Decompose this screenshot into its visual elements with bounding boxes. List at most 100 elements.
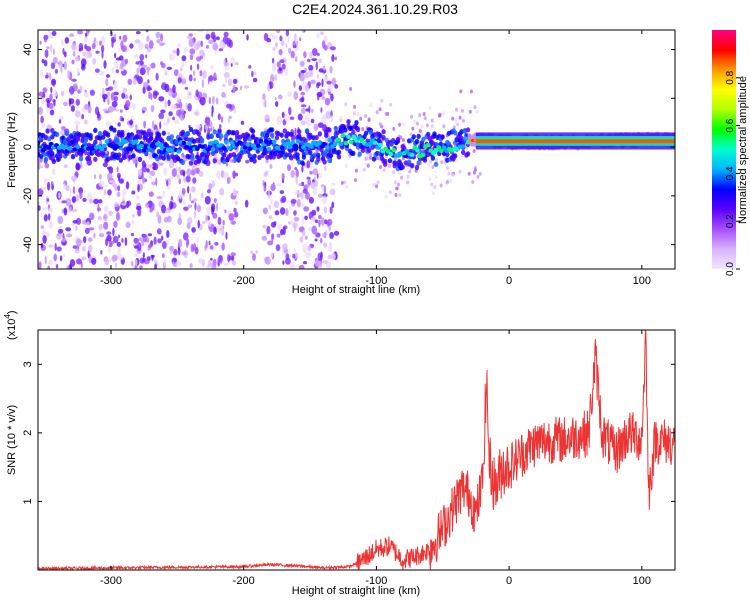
spectrogram-cell — [102, 108, 109, 112]
spectrogram-cell — [64, 130, 69, 137]
spectrogram-cell — [335, 137, 341, 142]
spectrogram-cell — [53, 48, 55, 56]
spectrogram-cell — [74, 248, 80, 254]
spectrogram-cell — [300, 160, 305, 166]
spectrogram-cell — [406, 174, 410, 179]
spectrogram-cell — [75, 194, 80, 203]
spectrogram-cell — [60, 90, 65, 97]
spectrogram-cell — [210, 121, 213, 128]
spectrogram-cell — [212, 95, 215, 105]
spectrogram-cell — [282, 128, 287, 134]
spectrogram-cell — [103, 188, 107, 196]
spectrogram-cell — [125, 181, 130, 190]
spectrogram-cell — [71, 59, 75, 65]
spectrogram-cell — [148, 191, 154, 197]
spectrogram-cell — [49, 72, 52, 81]
spectrogram-cell — [157, 162, 162, 167]
spectrogram-cell — [329, 206, 333, 214]
spectrogram-cell — [50, 62, 56, 70]
spectrogram-cell — [122, 87, 128, 93]
spectrogram-cell — [141, 239, 145, 247]
spectrogram-cell — [176, 149, 182, 154]
spectrogram-cell — [296, 40, 299, 46]
spectrogram-cell — [156, 228, 162, 235]
spectrogram-cell — [301, 165, 304, 173]
spectrogram-cell — [345, 184, 349, 189]
spectrogram-cell — [46, 198, 50, 202]
spectrogram-cell — [44, 255, 47, 265]
spectrogram-cell — [139, 54, 145, 61]
spectrogram-cell — [42, 207, 48, 211]
spectrogram-cell — [131, 153, 136, 159]
spectrogram-cell — [245, 142, 251, 147]
spectrogram-cell — [344, 102, 348, 107]
spectrogram-cell — [63, 101, 68, 107]
spectrogram-cell — [301, 96, 305, 103]
spectrogram-cell — [266, 147, 272, 152]
spectrogram-cell — [317, 94, 320, 101]
spectrogram-cell — [134, 39, 141, 44]
spectrogram-cell — [150, 62, 156, 69]
spectrogram-cell — [59, 255, 63, 262]
spectrogram-cell — [366, 163, 370, 168]
spectrogram-cell — [76, 67, 80, 75]
spectrogram-cell — [246, 34, 249, 41]
spectrogram-cell — [138, 237, 143, 242]
spectrogram-cell — [430, 182, 434, 187]
spectrogram-cell — [212, 77, 218, 81]
spectrogram-cell — [63, 183, 66, 190]
spectrogram-cell — [191, 227, 196, 233]
spectrogram-cell — [94, 68, 100, 73]
spectrogram-cell — [279, 67, 282, 71]
spectrogram-cell — [346, 119, 351, 125]
spectrogram-cell — [98, 180, 105, 188]
spectrogram-cell — [107, 106, 114, 113]
spectrogram-cell — [118, 47, 121, 52]
spectrogram-cell — [117, 247, 121, 256]
spectrogram-cell — [223, 72, 230, 79]
spectrogram-cell — [175, 156, 181, 162]
spectrogram-cell — [162, 241, 167, 249]
spectrogram-cell — [169, 245, 175, 251]
spectrogram-cell — [63, 61, 67, 70]
spectrogram-cell — [102, 162, 108, 168]
spectrogram-cell — [323, 44, 328, 51]
spectrogram-cell — [57, 228, 64, 234]
spectrogram-cell — [189, 54, 194, 61]
spectrogram-cell — [186, 222, 191, 229]
spectrogram-cell — [184, 86, 189, 90]
spectrogram-cell — [183, 206, 189, 211]
spectrogram-cell — [420, 124, 424, 129]
spectrogram-cell — [240, 120, 245, 126]
spectrogram-cell — [161, 253, 165, 258]
spectrogram-cell — [122, 188, 127, 196]
spectrogram-cell — [427, 162, 431, 167]
spectrogram-cell — [58, 153, 63, 159]
spectrogram-cell — [108, 243, 113, 248]
spectrogram-cell — [88, 227, 95, 231]
spectrogram-cell — [210, 147, 216, 152]
spectrogram-cell — [317, 214, 322, 220]
spectrogram-cell — [324, 97, 331, 106]
spectrogram-cell — [153, 91, 159, 96]
spectrogram-cell — [208, 39, 214, 44]
spectrogram-cell — [143, 120, 147, 129]
spectrogram-cell — [458, 169, 462, 174]
spectrogram-y-tick-label: -40 — [22, 237, 34, 253]
spectrogram-cell — [418, 129, 422, 133]
spectrogram-cell — [65, 227, 72, 232]
spectrogram-cell — [46, 46, 50, 50]
spectrogram-cell — [426, 131, 431, 137]
spectrogram-cell — [177, 247, 181, 256]
spectrogram-cell — [244, 199, 249, 208]
spectrogram-cell — [416, 133, 421, 139]
spectrogram-cell — [103, 96, 106, 103]
spectrogram-cell — [63, 164, 69, 168]
spectrogram-cell — [285, 131, 291, 137]
spectrogram-cell — [62, 253, 66, 258]
spectrogram-cell — [98, 70, 105, 76]
spectrogram-cell — [234, 130, 240, 136]
spectrogram-cell — [185, 175, 191, 183]
spectrogram-cell — [326, 80, 332, 85]
spectrogram-cell — [103, 214, 107, 220]
